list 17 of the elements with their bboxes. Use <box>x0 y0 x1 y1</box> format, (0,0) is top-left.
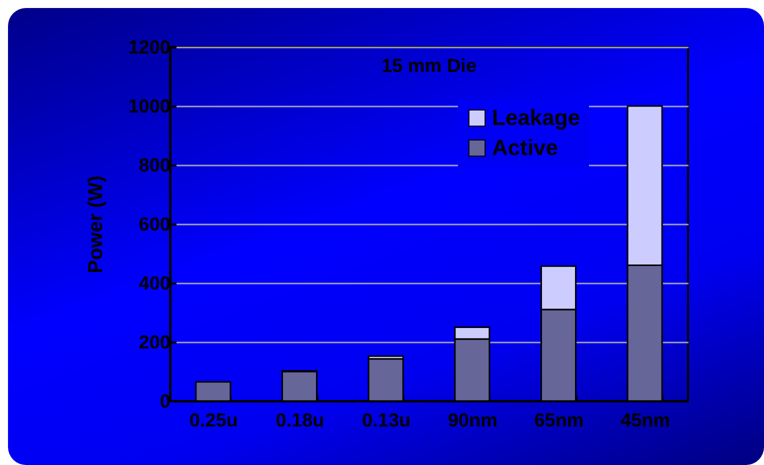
x-tick-label: 0.25u <box>189 410 238 432</box>
x-tick-label: 0.18u <box>276 410 324 432</box>
x-tick-label: 90nm <box>448 410 498 432</box>
y-tick-label: 600 <box>138 214 170 236</box>
chart-title: 15 mm Die <box>381 56 477 77</box>
legend-label: Active <box>492 135 558 160</box>
x-tick-label: 45nm <box>620 410 670 432</box>
legend-label: Leakage <box>492 105 580 130</box>
y-tick-label: 800 <box>138 156 170 176</box>
y-axis-title: Power (W) <box>85 176 108 274</box>
x-tick-label: 0.13u <box>362 410 411 432</box>
y-tick-label: 400 <box>138 274 170 294</box>
y-tick-label: 200 <box>138 332 170 354</box>
y-tick-label: 1200 <box>128 38 170 58</box>
y-tick-label: 1000 <box>128 96 170 118</box>
x-tick-label: 65nm <box>534 410 584 432</box>
y-tick-label: 0 <box>160 392 170 412</box>
